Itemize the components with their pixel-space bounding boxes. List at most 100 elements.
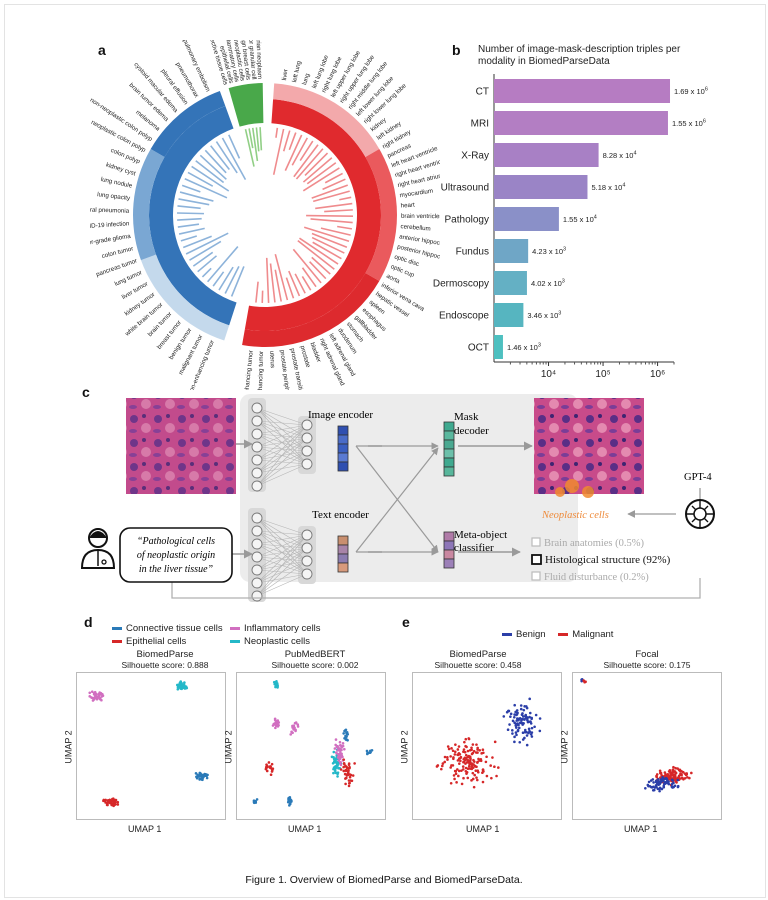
organ-count-bar	[320, 227, 351, 236]
umap-point	[658, 769, 662, 773]
umap-point	[341, 742, 345, 745]
umap-point	[649, 779, 653, 782]
umap-point	[461, 768, 465, 771]
umap-point	[460, 782, 464, 786]
umap-point	[514, 731, 518, 734]
umap-point	[462, 760, 465, 764]
category-label: Ultrasound	[441, 183, 489, 194]
umap-point	[513, 703, 516, 707]
umap-point	[337, 759, 341, 762]
mask-blob	[555, 487, 565, 497]
umap-point	[114, 800, 117, 804]
category-label: CT	[476, 87, 489, 98]
umap-point	[509, 712, 513, 716]
value-label: 4.02 x 103	[531, 279, 565, 289]
umap-point	[649, 785, 653, 789]
text-encoder-node	[301, 529, 313, 541]
umap-point	[511, 732, 514, 735]
organ-count-bar	[312, 241, 342, 260]
umap-plot-focal-tumor	[572, 672, 722, 820]
umap-point	[527, 727, 531, 731]
meta-classifier-label-2: classifier	[454, 542, 494, 554]
umap-title: BiomedParse Silhouette score: 0.888	[86, 649, 244, 671]
umap-point	[271, 767, 275, 771]
umap-point	[270, 770, 274, 773]
abnormality-count-bar	[218, 266, 234, 291]
umap-point	[198, 771, 202, 775]
umap-point	[464, 762, 467, 765]
organ-count-bar	[302, 167, 340, 192]
umap-point	[475, 776, 478, 779]
umap-point	[482, 751, 485, 755]
organ-count-bar	[337, 225, 353, 230]
umap-point	[335, 745, 339, 749]
text-embedding-vector	[337, 544, 349, 555]
umap-point	[669, 774, 673, 777]
umap-point	[346, 771, 350, 774]
y-axis-label: UMAP 2	[223, 730, 234, 764]
bar	[494, 143, 599, 167]
value-label: 1.55 x 104	[563, 215, 597, 225]
plot-title: BiomedParse	[449, 649, 507, 660]
umap-point	[366, 751, 369, 754]
mask-blob	[565, 479, 579, 493]
umap-point	[470, 746, 473, 750]
umap-point	[506, 728, 510, 732]
umap-point	[481, 748, 485, 752]
umap-point	[461, 765, 465, 768]
mask-decoder-label-1: Mask	[454, 411, 479, 423]
umap-point	[447, 747, 451, 751]
gpt4-label: GPT-4	[684, 472, 712, 483]
cell-count-bar	[251, 127, 259, 162]
umap-point	[336, 761, 339, 765]
umap-point	[528, 697, 532, 701]
umap-point	[443, 755, 447, 759]
umap-point	[459, 756, 462, 760]
umap-point	[493, 740, 497, 744]
umap-point	[336, 775, 339, 778]
umap-point	[449, 781, 453, 785]
architecture-diagram: Image encoder Text encoder Mask decoder …	[80, 394, 715, 602]
umap-point	[674, 780, 678, 783]
cell-type-label: ovarian neoplasm	[254, 40, 263, 79]
umap-point	[252, 801, 256, 805]
image-embedding-vector	[337, 452, 349, 463]
organ-count-bar	[295, 148, 324, 180]
legend-swatch	[112, 626, 122, 630]
umap-title: Focal Silhouette score: 0.175	[572, 649, 722, 671]
organ-count-bar	[282, 130, 291, 152]
umap-point	[525, 706, 529, 710]
model-background	[240, 394, 578, 582]
umap-point	[463, 759, 467, 762]
abnormality-subring-segment	[140, 254, 230, 341]
umap-point	[493, 765, 496, 769]
umap-point	[583, 680, 586, 683]
umap-point	[176, 687, 180, 691]
umap-point	[515, 733, 518, 737]
umap-point	[103, 799, 107, 803]
image-encoder-label: Image encoder	[308, 409, 373, 421]
abnormality-count-bar	[178, 227, 205, 235]
abnormality-count-bar	[210, 145, 230, 171]
umap-point	[470, 779, 473, 782]
organ-count-bar	[311, 236, 345, 254]
umap-point	[454, 772, 458, 776]
cell-count-bar	[255, 127, 260, 152]
text-encoder-node	[251, 512, 263, 524]
organ-count-bar	[311, 256, 331, 275]
umap-point	[446, 758, 449, 761]
panel-label-c: c	[82, 384, 90, 400]
image-encoder-node	[251, 467, 263, 479]
umap-point	[652, 788, 656, 792]
organ-count-bar	[302, 157, 333, 183]
organ-count-bar	[299, 140, 314, 161]
umap-point	[511, 719, 515, 723]
legend-swatch	[230, 626, 240, 630]
umap-point	[462, 748, 466, 751]
umap-point	[471, 771, 475, 775]
umap-point	[106, 800, 110, 804]
image-embedding-vector	[337, 443, 349, 454]
umap-point	[484, 760, 488, 764]
umap-point	[518, 721, 522, 725]
legend-swatch	[230, 639, 240, 643]
